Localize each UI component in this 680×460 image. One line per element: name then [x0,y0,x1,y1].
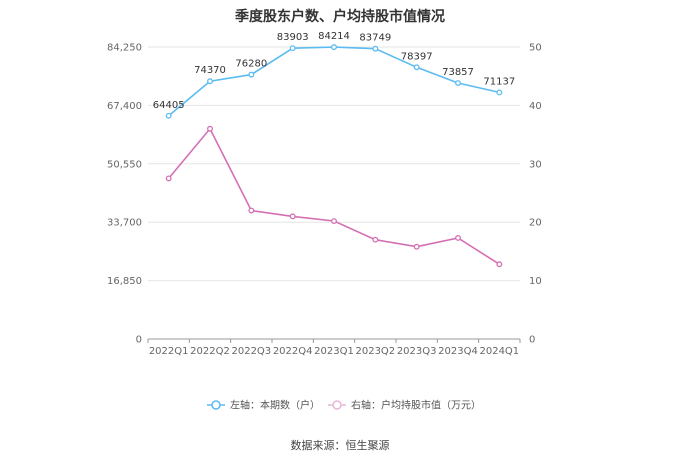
data-label: 83749 [359,33,391,44]
data-point [372,236,379,243]
chart-title: 季度股东户数、户均持股市值情况 [235,9,445,25]
data-label: 73857 [442,67,474,78]
left-axis-tick-label: 16,850 [107,276,142,287]
x-axis-tick-label: 2022Q2 [190,346,230,357]
data-label: 76280 [235,59,267,70]
data-point [455,235,461,241]
data-label: 64405 [153,100,185,111]
legend-label-2: 右轴：户均持股市值（万元） [351,399,481,412]
right-axis-tick-label: 40 [529,101,542,112]
data-label: 71137 [483,76,515,87]
left-axis-tick-label: 50,550 [107,159,142,170]
data-point [248,207,255,214]
left-axis-tick-label: 0 [136,335,142,346]
series-line-2 [168,127,500,265]
data-point [289,45,296,52]
x-axis-tick-label: 2024Q1 [479,346,519,357]
data-point [455,80,461,86]
data-point [331,218,337,224]
right-axis-tick-label: 50 [529,43,542,54]
data-label: 84214 [318,31,350,42]
x-axis-tick-label: 2022Q1 [149,346,189,357]
data-point [372,45,379,52]
data-label: 78397 [401,51,433,62]
left-axis-tick-label: 67,400 [107,101,142,112]
data-point [413,64,420,71]
x-axis-tick-label: 2023Q2 [355,346,395,357]
data-point [207,125,213,132]
data-point [289,213,296,220]
data-point [496,89,503,96]
source-note: 数据来源：恒生聚源 [290,439,390,452]
data-point [496,261,503,268]
x-axis-tick-label: 2023Q3 [397,346,437,357]
legend-marker-1 [211,400,221,410]
right-axis-tick-label: 0 [529,335,535,346]
data-label: 83903 [277,32,309,43]
legend-label-1: 左轴：本期数（户） [230,399,320,412]
left-axis-tick-label: 33,700 [107,218,142,229]
data-point [165,175,172,182]
x-axis-tick-label: 2022Q4 [273,346,313,357]
data-point [165,112,172,119]
legend-marker-2 [332,400,342,410]
data-point [207,78,213,85]
data-point [331,44,337,51]
right-axis-tick-label: 30 [529,159,542,170]
x-axis-tick-label: 2022Q3 [231,346,271,357]
x-axis-tick-label: 2023Q4 [438,346,478,357]
right-axis-tick-label: 20 [529,218,542,229]
data-point [413,243,420,250]
right-axis-tick-label: 10 [529,276,542,287]
data-point [248,71,255,78]
data-label: 74370 [194,65,226,76]
x-axis-tick-label: 2023Q1 [314,346,354,357]
left-axis-tick-label: 84,250 [107,43,142,54]
